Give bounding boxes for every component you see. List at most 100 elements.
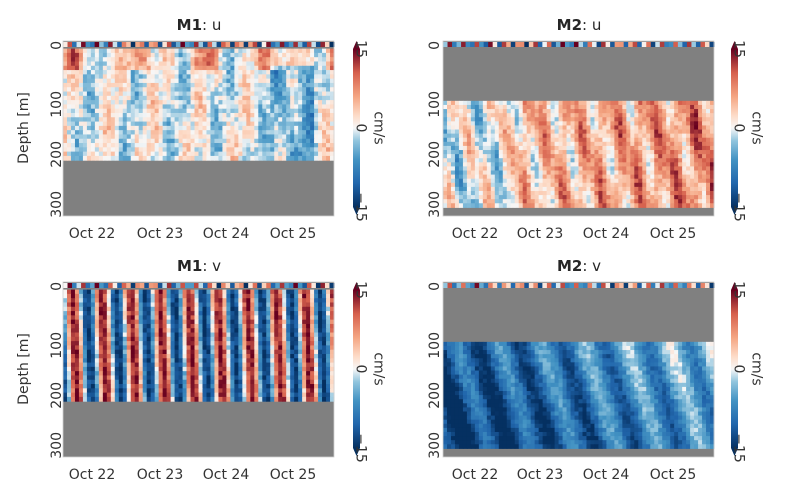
heatmap-cell [174, 130, 180, 135]
heatmap-cell [126, 151, 132, 157]
heatmap-cell [78, 315, 84, 321]
heatmap-cell [318, 74, 323, 80]
heatmap-cell [538, 100, 544, 106]
heatmap-cell [650, 109, 655, 114]
heatmap-cell [178, 147, 184, 153]
heatmap-cell [154, 289, 160, 295]
heatmap-cell [666, 174, 671, 180]
heatmap-cell [682, 199, 687, 204]
heatmap-cell [302, 358, 307, 364]
heatmap-cell [326, 100, 331, 105]
heatmap-cell [214, 130, 219, 135]
heatmap-cell [514, 195, 520, 200]
heatmap-cell [462, 166, 468, 172]
heatmap-cell [298, 298, 303, 303]
heatmap-cell [606, 133, 611, 139]
heatmap-cell [322, 125, 327, 131]
heatmap-cell [218, 336, 223, 342]
heatmap-cell [158, 358, 164, 364]
heatmap-cell [194, 82, 199, 88]
heatmap-cell [66, 341, 72, 346]
heatmap-cell [286, 117, 291, 123]
heatmap-cell [90, 328, 96, 334]
heatmap-cell [74, 151, 80, 157]
heatmap-cell [278, 345, 283, 351]
heatmap-cell [206, 345, 211, 351]
heatmap-cell [558, 133, 564, 139]
heatmap-cell [86, 121, 92, 127]
heatmap-cell [550, 158, 556, 163]
heatmap-cell [622, 166, 627, 172]
heatmap-cell [634, 129, 639, 135]
heatmap-cell [562, 186, 568, 192]
heatmap-cell [146, 130, 152, 135]
heatmap-cell [130, 112, 136, 118]
heatmap-cell [642, 178, 647, 184]
heatmap-cell [126, 117, 132, 123]
heatmap-cell [257, 283, 263, 288]
colorbar-tick-label: 15 [352, 40, 368, 58]
x-tick-label: Oct 22 [452, 226, 498, 242]
heatmap-cell [318, 78, 323, 84]
heatmap-cell [70, 306, 76, 312]
heatmap-cell [450, 113, 456, 118]
heatmap-cell [130, 323, 136, 329]
heatmap-cell [146, 87, 152, 93]
heatmap-cell [78, 328, 84, 334]
heatmap-cell [94, 70, 100, 75]
heatmap-cell [486, 182, 492, 188]
heatmap-cell [222, 87, 227, 93]
heatmap-cell [214, 306, 219, 312]
heatmap-cell [206, 100, 211, 105]
heatmap-cell [70, 151, 76, 157]
heatmap-cell [94, 42, 100, 47]
heatmap-cell [302, 311, 307, 316]
heatmap-cell [470, 199, 476, 204]
heatmap-cell [210, 95, 215, 101]
heatmap-cell [642, 104, 647, 110]
heatmap-cell [710, 129, 715, 135]
heatmap-cell [314, 319, 319, 325]
heatmap-cell [618, 145, 623, 151]
heatmap-cell [154, 302, 160, 308]
heatmap-cell [506, 178, 512, 184]
heatmap-cell [134, 112, 140, 118]
heatmap-cell [650, 42, 656, 47]
heatmap-cell [546, 150, 552, 155]
heatmap-cell [63, 302, 68, 308]
heatmap-cell [99, 42, 105, 47]
heatmap-cell [242, 100, 247, 105]
heatmap-cell [478, 190, 484, 196]
heatmap-cell [186, 306, 192, 312]
heatmap-cell [302, 155, 307, 161]
heatmap-cell [154, 138, 160, 144]
heatmap-cell [102, 134, 108, 140]
heatmap-cell [102, 151, 108, 157]
heatmap-cell [126, 345, 132, 351]
heatmap-cell [514, 133, 520, 139]
heatmap-cell [618, 150, 623, 155]
heatmap-cell [242, 117, 247, 123]
heatmap-cell [178, 353, 184, 359]
heatmap-cell [306, 100, 311, 105]
heatmap-cell [162, 104, 168, 110]
heatmap-cell [66, 319, 72, 325]
heatmap-cell [126, 82, 132, 88]
heatmap-cell [171, 283, 177, 288]
heatmap-cell [678, 141, 683, 147]
heatmap-cell [534, 125, 540, 131]
heatmap-cell [450, 117, 456, 122]
heatmap-cell [174, 345, 180, 351]
heatmap-cell [682, 154, 687, 159]
heatmap-cell [274, 155, 279, 161]
heatmap-cell [642, 195, 647, 200]
heatmap-cell [146, 52, 152, 58]
heatmap-cell [602, 203, 607, 208]
heatmap-cell [706, 162, 711, 167]
heatmap-cell [82, 151, 88, 157]
heatmap-cell [70, 366, 76, 372]
heatmap-cell [330, 117, 335, 123]
heatmap-cell [162, 74, 168, 80]
heatmap-cell [634, 109, 639, 114]
heatmap-cell [654, 178, 659, 184]
